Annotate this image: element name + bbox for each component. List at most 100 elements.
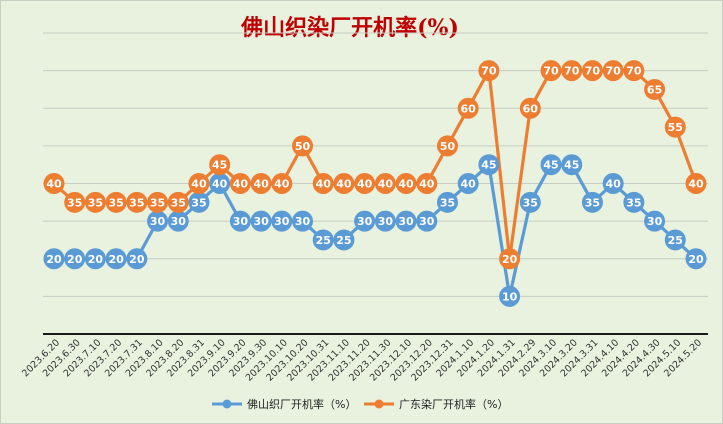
data-label: 20 [88,253,104,266]
data-point [685,173,707,194]
data-point [43,173,65,194]
data-point [105,191,127,213]
data-label: 30 [171,215,187,228]
legend-marker-1 [222,399,232,409]
data-label: 70 [564,65,580,78]
data-point [623,191,645,213]
data-label: 50 [440,140,456,153]
data-label: 20 [108,253,124,266]
data-label: 30 [295,215,311,228]
data-label: 35 [171,196,186,209]
data-point [685,248,707,270]
data-point [209,154,231,176]
data-label: 30 [419,215,435,228]
data-point [561,60,583,82]
data-label: 30 [150,215,166,228]
data-label: 25 [316,234,331,247]
data-label: 40 [46,178,62,191]
data-label: 40 [316,178,332,191]
data-label: 30 [233,215,249,228]
data-label: 30 [378,215,394,228]
data-point [209,173,231,194]
series-line-2 [52,68,698,261]
data-label: 35 [129,196,144,209]
data-label: 50 [295,140,311,153]
data-label: 45 [543,159,558,172]
data-point [478,154,500,176]
data-point [43,248,65,270]
data-label: 40 [274,178,290,191]
data-point [540,60,562,82]
data-point [312,173,334,194]
data-label: 40 [233,178,249,191]
data-label: 35 [440,196,455,209]
data-point [436,191,458,213]
data-label: 30 [357,215,373,228]
data-label: 35 [626,196,641,209]
data-point [105,248,127,270]
data-point [250,173,272,194]
data-point [229,173,251,194]
data-point [126,191,148,213]
data-label: 35 [150,196,165,209]
data-point [126,248,148,270]
data-label: 35 [523,196,538,209]
data-point [457,173,479,194]
data-point [147,210,169,232]
data-label: 25 [336,234,351,247]
data-label: 45 [481,159,496,172]
data-label: 20 [67,253,83,266]
data-label: 30 [274,215,290,228]
data-point [395,210,417,232]
data-point [499,285,521,307]
data-point [602,173,624,194]
data-label: 40 [606,178,622,191]
data-point [436,135,458,157]
data-point [84,191,106,213]
data-label: 40 [191,178,207,191]
data-point [519,191,541,213]
data-label: 45 [564,159,579,172]
data-label: 40 [398,178,414,191]
data-point [271,173,293,194]
data-point [188,191,210,213]
data-point [664,116,686,138]
data-point [374,210,396,232]
data-point [167,191,189,213]
data-point [499,248,521,270]
data-point [519,97,541,119]
data-label: 20 [502,253,518,266]
data-label: 30 [253,215,269,228]
data-label: 70 [585,65,601,78]
data-point [333,229,355,251]
data-label: 70 [606,65,622,78]
data-label: 25 [668,234,683,247]
data-label: 60 [461,102,477,115]
data-point [540,154,562,176]
data-label: 35 [191,196,206,209]
data-point [354,210,376,232]
data-point [581,191,603,213]
data-point [602,60,624,82]
data-label: 40 [357,178,373,191]
data-label: 40 [461,178,477,191]
data-point [84,248,106,270]
data-point [457,97,479,119]
data-label: 35 [67,196,82,209]
chart-title: 佛山织染厂开机率(%) [241,15,459,41]
data-label: 55 [668,121,683,134]
legend-label-1: 佛山织厂开机率（%） [247,397,356,411]
legend-marker-2 [374,399,384,409]
data-label: 40 [212,178,228,191]
data-point [644,78,666,100]
data-label: 40 [688,178,704,191]
data-point [229,210,251,232]
data-point [561,154,583,176]
data-label: 70 [626,65,642,78]
data-point [64,191,86,213]
data-label: 30 [398,215,414,228]
data-label: 60 [523,102,539,115]
data-point [250,210,272,232]
data-point [292,135,314,157]
